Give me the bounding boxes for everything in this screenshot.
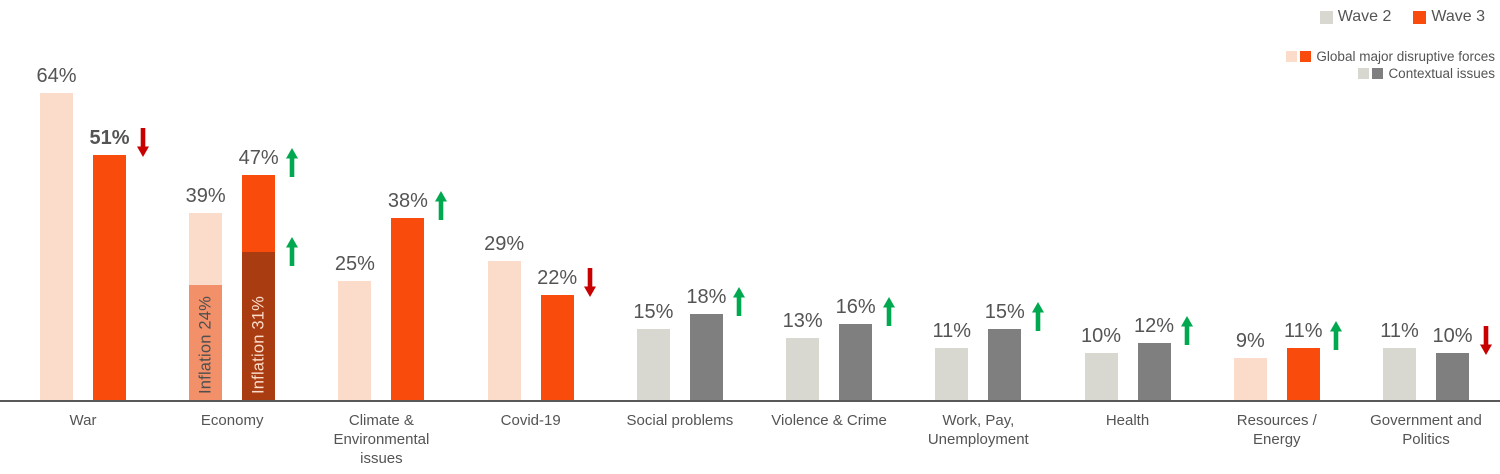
- overlay-wave3-economy: Inflation 31%: [242, 251, 276, 401]
- group-legend-row-contextual: Contextual issues: [1286, 66, 1495, 81]
- value-label-wave2-government-and: 11%: [1380, 320, 1419, 342]
- bar-wave2-work-pay: [935, 348, 969, 401]
- value-label-wave3-covid-19: 22%: [537, 267, 578, 289]
- contextual-swatch-pair: [1358, 68, 1384, 79]
- trend-arrow-down-war: [136, 128, 149, 162]
- bar-wave2-social-problems: [636, 328, 670, 401]
- value-label-wave3-economy: 47%: [238, 146, 279, 169]
- contextual-wave2-swatch-icon: [1358, 68, 1370, 79]
- disruptive-wave3-swatch-icon: [1300, 51, 1312, 62]
- disruptive-swatch-pair: [1286, 51, 1312, 62]
- value-label-wave3-government-and: 10%: [1432, 324, 1473, 347]
- category-label-climate: Climate & Environmental issues: [333, 412, 430, 467]
- bar-wave2-war: [40, 92, 73, 401]
- value-label-wave2-climate: 25%: [334, 252, 375, 275]
- bar-wave3-climate: [391, 217, 425, 401]
- bar-wave2-climate: [338, 280, 372, 401]
- bar-wave2-violence-crime: [786, 338, 820, 401]
- wave3-swatch-icon: [1413, 10, 1427, 24]
- overlay-label-wave2-economy: Inflation 24%: [196, 296, 215, 394]
- bar-wave3-social-problems: [689, 314, 723, 401]
- wave3-legend-label: Wave 3: [1431, 8, 1485, 25]
- bar-wave3-economy: Inflation 31%: [242, 174, 276, 401]
- group-legend: Global major disruptive forces Contextua…: [1286, 49, 1495, 81]
- category-label-health: Health: [1105, 412, 1150, 429]
- category-label-war: War: [69, 412, 97, 429]
- overlay-trend-arrow-up-economy: [285, 236, 298, 271]
- value-label-wave3-social-problems: 18%: [686, 286, 727, 309]
- bar-wave2-government-and: [1383, 348, 1416, 401]
- category-label-social-problems: Social problems: [626, 412, 734, 429]
- value-label-wave2-work-pay: 11%: [932, 320, 972, 342]
- bar-wave3-health: [1137, 343, 1171, 401]
- bar-wave3-government-and: [1436, 352, 1469, 401]
- wave3-legend-item: Wave 3: [1413, 8, 1485, 26]
- category-label-work-pay: Work, Pay, Unemployment: [927, 412, 1029, 448]
- trend-arrow-up-violence-crime: [882, 296, 895, 331]
- trend-arrow-up-climate: [434, 190, 447, 225]
- bar-wave3-resources: [1286, 348, 1320, 401]
- trend-arrow-up-health: [1181, 316, 1193, 350]
- value-label-wave3-climate: 38%: [387, 189, 428, 212]
- bar-wave3-covid-19: [540, 295, 574, 401]
- wave2-swatch-icon: [1319, 10, 1333, 24]
- category-label-resources: Resources / Energy: [1236, 412, 1317, 448]
- bar-wave2-covid-19: [487, 261, 521, 401]
- trend-arrow-down-government-and: [1479, 325, 1492, 360]
- x-axis-line: [0, 400, 1500, 402]
- value-label-wave3-violence-crime: 16%: [835, 295, 876, 318]
- wave2-legend-item: Wave 2: [1319, 8, 1392, 26]
- value-label-wave3-health: 12%: [1133, 315, 1175, 338]
- bar-wave3-war: [93, 155, 126, 401]
- wave2-legend-label: Wave 2: [1337, 8, 1392, 25]
- group-legend-row-disruptive: Global major disruptive forces: [1286, 49, 1495, 64]
- category-label-violence-crime: Violence & Crime: [771, 412, 887, 429]
- bar-wave2-economy: Inflation 24%: [189, 213, 223, 401]
- disruptive-wave2-swatch-icon: [1286, 51, 1298, 62]
- value-label-wave3-resources: 11%: [1284, 320, 1323, 342]
- group-legend-label-disruptive: Global major disruptive forces: [1316, 49, 1495, 64]
- value-label-wave2-health: 10%: [1080, 324, 1122, 347]
- value-label-wave2-war: 64%: [36, 64, 77, 87]
- value-label-wave2-social-problems: 15%: [633, 300, 674, 323]
- value-label-wave2-economy: 39%: [185, 185, 226, 207]
- category-label-government-and: Government and Politics: [1370, 412, 1482, 448]
- value-label-wave2-covid-19: 29%: [484, 233, 525, 256]
- wave-legend: Wave 2 Wave 3: [1319, 8, 1485, 26]
- trend-arrow-up-work-pay: [1031, 301, 1044, 336]
- value-label-wave3-work-pay: 15%: [984, 300, 1025, 323]
- bar-wave3-work-pay: [988, 328, 1022, 401]
- value-label-wave2-violence-crime: 13%: [782, 310, 823, 333]
- overlay-label-wave3-economy: Inflation 31%: [249, 296, 268, 394]
- category-label-covid-19: Covid-19: [500, 412, 561, 429]
- category-label-economy: Economy: [200, 412, 264, 429]
- overlay-wave2-economy: Inflation 24%: [189, 285, 223, 401]
- trend-arrow-down-covid-19: [584, 268, 597, 302]
- contextual-wave3-swatch-icon: [1372, 68, 1384, 79]
- value-label-wave3-war: 51%: [89, 127, 130, 150]
- bar-wave2-resources: [1233, 357, 1267, 401]
- bar-wave2-health: [1084, 352, 1118, 401]
- trend-arrow-up-economy: [285, 147, 298, 182]
- group-legend-label-contextual: Contextual issues: [1388, 66, 1495, 81]
- trend-arrow-up-resources: [1330, 321, 1343, 355]
- trend-arrow-up-social-problems: [733, 287, 746, 321]
- value-label-wave2-resources: 9%: [1235, 329, 1265, 352]
- bar-wave3-violence-crime: [839, 323, 873, 401]
